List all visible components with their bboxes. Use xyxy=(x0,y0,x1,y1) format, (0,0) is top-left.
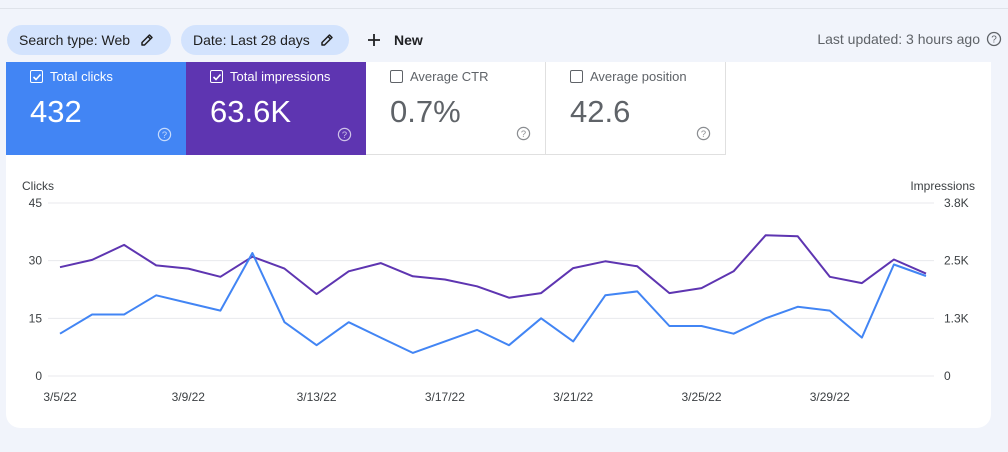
x-tick-label: 3/29/22 xyxy=(810,390,850,404)
metric-label: Total clicks xyxy=(50,69,113,84)
help-icon[interactable]: ? xyxy=(157,127,172,142)
metric-value: 0.7% xyxy=(390,94,461,129)
y-right-tick-label: 3.8K xyxy=(944,196,969,210)
x-tick-label: 3/21/22 xyxy=(553,390,593,404)
date-filter-label: Date: Last 28 days xyxy=(193,32,310,48)
metric-value: 432 xyxy=(30,94,82,129)
series-line-clicks xyxy=(59,252,927,354)
x-tick-label: 3/25/22 xyxy=(681,390,721,404)
metric-total-clicks[interactable]: Total clicks 432 ? xyxy=(6,62,186,155)
svg-text:?: ? xyxy=(521,129,526,139)
date-filter-chip[interactable]: Date: Last 28 days xyxy=(181,25,349,55)
x-tick-label: 3/9/22 xyxy=(172,390,206,404)
metric-average-position[interactable]: Average position 42.6 ? xyxy=(546,62,726,155)
checkbox-unchecked-icon[interactable] xyxy=(570,70,583,83)
svg-text:?: ? xyxy=(162,130,167,140)
x-tick-label: 3/17/22 xyxy=(425,390,465,404)
new-filter-button[interactable]: New xyxy=(366,25,423,55)
help-icon[interactable]: ? xyxy=(337,127,352,142)
y-right-tick-label: 2.5K xyxy=(944,254,969,268)
x-tick-label: 3/13/22 xyxy=(297,390,337,404)
edit-pencil-icon[interactable] xyxy=(140,33,154,47)
metric-total-impressions[interactable]: Total impressions 63.6K ? xyxy=(186,62,366,155)
edit-pencil-icon[interactable] xyxy=(320,33,334,47)
y-axis-left-title: Clicks xyxy=(22,179,54,193)
last-updated-status: Last updated: 3 hours ago ? xyxy=(817,31,1002,47)
search-type-label: Search type: Web xyxy=(19,32,131,48)
metric-value: 42.6 xyxy=(570,94,631,129)
new-button-label: New xyxy=(394,32,423,48)
y-axis-right-title: Impressions xyxy=(910,179,975,193)
help-icon[interactable]: ? xyxy=(516,126,531,141)
x-tick-label: 3/5/22 xyxy=(43,390,77,404)
checkbox-unchecked-icon[interactable] xyxy=(390,70,403,83)
checkbox-checked-icon[interactable] xyxy=(210,70,223,83)
y-right-tick-label: 1.3K xyxy=(944,311,969,325)
metric-label: Average CTR xyxy=(410,69,489,84)
help-icon[interactable]: ? xyxy=(986,31,1002,47)
help-icon[interactable]: ? xyxy=(696,126,711,141)
metric-average-ctr[interactable]: Average CTR 0.7% ? xyxy=(366,62,546,155)
top-divider xyxy=(0,8,1008,9)
y-left-tick-label: 45 xyxy=(29,196,43,210)
metric-label: Average position xyxy=(590,69,687,84)
y-left-tick-label: 15 xyxy=(29,311,43,325)
metric-label: Total impressions xyxy=(230,69,331,84)
last-updated-text: Last updated: 3 hours ago xyxy=(817,31,980,47)
y-left-tick-label: 30 xyxy=(29,254,43,268)
search-type-filter-chip[interactable]: Search type: Web xyxy=(7,25,171,55)
series-line-impressions xyxy=(59,234,927,299)
svg-text:?: ? xyxy=(342,130,347,140)
y-right-tick-label: 0 xyxy=(944,369,951,383)
plus-icon xyxy=(366,32,382,48)
checkbox-checked-icon[interactable] xyxy=(30,70,43,83)
y-left-tick-label: 0 xyxy=(35,369,42,383)
metric-value: 63.6K xyxy=(210,94,292,129)
svg-text:?: ? xyxy=(991,35,997,46)
svg-text:?: ? xyxy=(701,129,706,139)
